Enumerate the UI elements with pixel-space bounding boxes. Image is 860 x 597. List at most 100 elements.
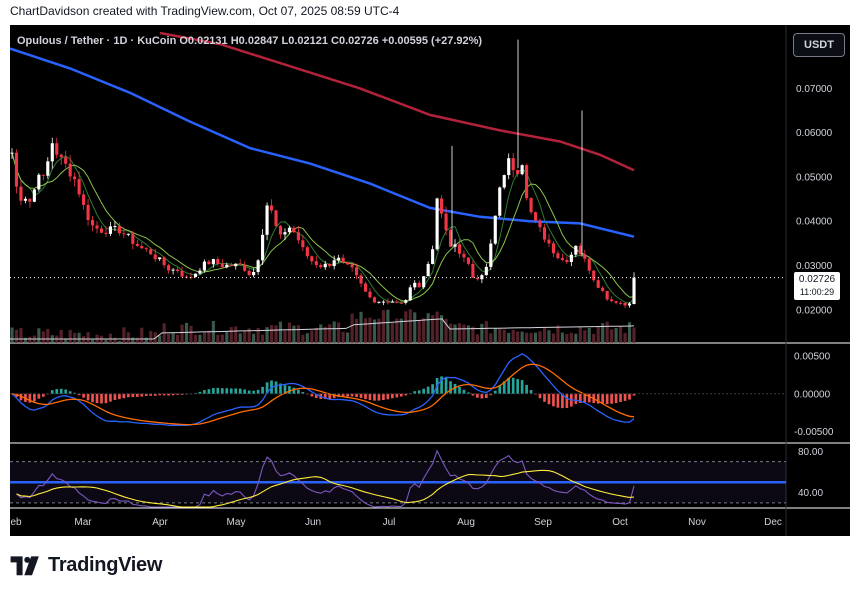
volume-bar — [408, 309, 412, 343]
macd-histogram-bar — [350, 393, 354, 397]
macd-histogram-bar — [373, 393, 376, 401]
volume-bar — [574, 333, 578, 343]
macd-histogram-bar — [220, 388, 224, 394]
volume-bar — [292, 325, 296, 343]
macd-histogram-bar — [104, 393, 108, 404]
candle — [113, 226, 117, 228]
volume-bar — [104, 339, 108, 343]
macd-histogram-bar — [364, 393, 367, 400]
macd-histogram-bar — [158, 393, 162, 396]
volume-bar — [359, 311, 363, 343]
volume-bar — [131, 337, 135, 343]
volume-bar — [305, 333, 309, 343]
macd-histogram-bar — [480, 393, 484, 399]
candle — [301, 240, 305, 248]
macd-histogram-bar — [355, 393, 358, 398]
macd-histogram-bar — [426, 386, 430, 394]
volume-bar — [610, 329, 614, 343]
macd-histogram-bar — [297, 389, 300, 394]
volume-bar — [283, 330, 287, 343]
x-tick-label: Dec — [764, 517, 782, 528]
ma-fast-line — [11, 152, 635, 304]
volume-bar — [171, 333, 175, 343]
candle — [377, 301, 381, 303]
macd-histogram-bar — [229, 388, 233, 394]
chart-frame[interactable]: 0.080000.070000.060000.050000.040000.030… — [10, 25, 850, 536]
macd-histogram-bar — [59, 388, 63, 394]
volume-bar — [68, 329, 72, 343]
volume-bar — [583, 330, 587, 343]
volume-bar — [484, 321, 488, 343]
candle — [417, 282, 421, 288]
candle — [587, 258, 591, 271]
candle — [117, 226, 121, 234]
volume-bar — [547, 330, 551, 343]
candle — [354, 267, 359, 276]
candle — [346, 262, 350, 265]
macd-histogram-bar — [144, 393, 148, 397]
candle — [296, 232, 300, 241]
candle — [372, 297, 377, 303]
volume-bar — [390, 322, 394, 343]
candle — [252, 271, 256, 276]
macd-histogram-bar — [583, 393, 587, 403]
volume-bar — [167, 333, 171, 343]
candle — [627, 303, 632, 306]
volume-bar — [59, 329, 63, 343]
volume-bar — [578, 326, 582, 343]
candle — [50, 143, 54, 162]
volume-bar — [448, 323, 453, 343]
candle — [466, 257, 470, 264]
macd-histogram-bar — [632, 393, 636, 396]
candle — [359, 275, 363, 284]
candle — [471, 263, 475, 278]
candle — [283, 232, 287, 235]
rsi-line — [16, 449, 635, 508]
macd-histogram-bar — [207, 389, 211, 394]
y-tick-label: 0.00500 — [794, 351, 831, 362]
volume-bar — [234, 326, 238, 343]
macd-histogram-bar — [422, 388, 426, 394]
candle — [247, 270, 251, 276]
volume-bar — [542, 328, 547, 343]
candle — [381, 301, 385, 303]
ma200-line — [159, 31, 635, 172]
macd-histogram-bar — [359, 393, 363, 399]
candle — [55, 143, 59, 155]
macd-histogram-bar — [332, 393, 336, 399]
macd-histogram-bar — [100, 393, 103, 404]
volume-bar — [328, 324, 332, 343]
macd-histogram-bar — [118, 393, 121, 400]
macd-histogram-bar — [493, 390, 497, 394]
volume-bar — [560, 332, 564, 343]
candle — [135, 243, 139, 247]
macd-histogram-bar — [619, 393, 622, 402]
volume-bar — [323, 326, 327, 343]
volume-bar — [507, 332, 511, 343]
candle — [225, 264, 229, 268]
candle — [480, 275, 484, 280]
volume-bar — [247, 328, 251, 343]
macd-histogram-bar — [328, 393, 332, 400]
candle — [144, 248, 148, 250]
macd-histogram-bar — [265, 382, 269, 394]
volume-bar — [596, 326, 600, 343]
candle — [153, 254, 157, 260]
candle — [202, 261, 206, 271]
candle — [220, 263, 224, 268]
currency-button[interactable]: USDT — [793, 33, 845, 57]
macd-histogram-bar — [484, 393, 488, 398]
macd-histogram-bar — [41, 393, 45, 397]
volume-bar — [471, 326, 475, 343]
y-tick-label: -0.00500 — [794, 427, 834, 438]
candle — [171, 269, 175, 271]
candle — [578, 245, 582, 255]
candle — [108, 226, 113, 234]
candle — [556, 253, 560, 259]
ma100-line — [10, 47, 635, 238]
chart-canvas[interactable]: 0.080000.070000.060000.050000.040000.030… — [10, 25, 850, 536]
macd-histogram-bar — [301, 391, 305, 394]
macd-histogram-bar — [50, 390, 54, 394]
volume-bar — [440, 315, 444, 343]
volume-bar — [422, 318, 426, 343]
